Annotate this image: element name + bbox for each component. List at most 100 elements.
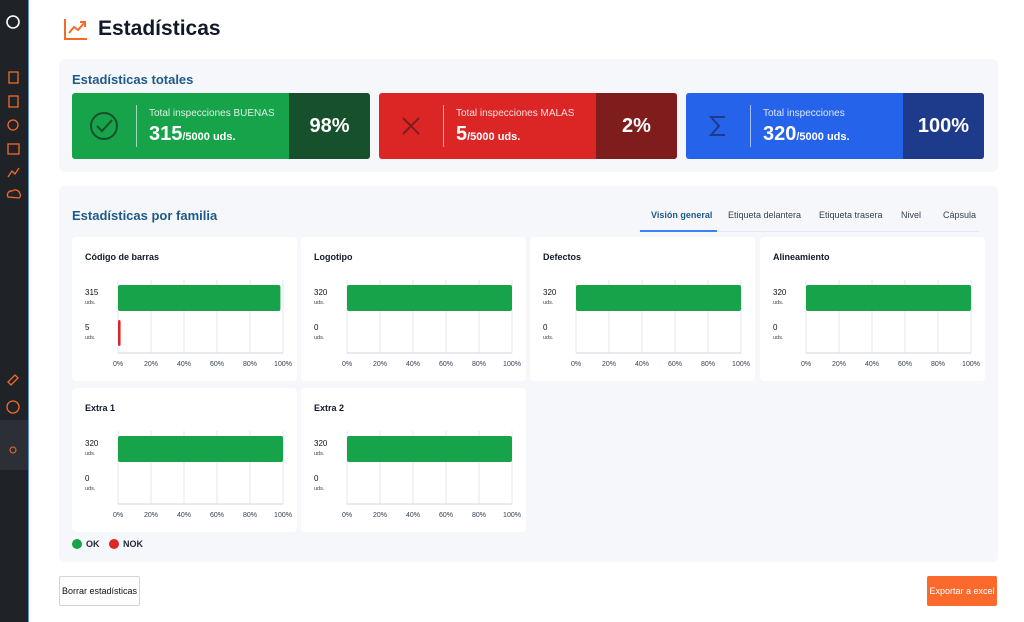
unit-label: uds. [314, 335, 325, 341]
x-tick-label: 0% [801, 361, 811, 368]
tab[interactable]: Etiqueta trasera [819, 210, 883, 220]
x-tick-label: 60% [668, 361, 682, 368]
value-label: 315 [85, 288, 99, 297]
tab[interactable]: Nivel [901, 210, 922, 220]
x-tick-label: 80% [243, 512, 257, 519]
card-label: Total inspecciones BUENAS [149, 108, 275, 119]
summary-card: Total inspecciones MALAS 5/5000 uds. 2% [379, 93, 677, 159]
card-label: Total inspecciones MALAS [456, 108, 575, 119]
family-card: Extra 1 0% 20% 40% 60% 80% 100% 320 uds. 0 uds. [72, 388, 297, 532]
family-chart: Logotipo 0% 20% 40% 60% 80% 100% 320 uds. 0 uds. [314, 252, 521, 368]
clear-button[interactable]: Borrar estadísticas [59, 576, 140, 606]
card-separator [443, 105, 444, 147]
family-card: Extra 2 0% 20% 40% 60% 80% 100% 320 uds. 0 uds. [301, 388, 526, 532]
legend-label: OK [86, 539, 100, 549]
header-icon [64, 19, 87, 40]
x-tick-label: 0% [113, 361, 123, 368]
bar [806, 285, 971, 311]
card-number: 315 [149, 123, 183, 145]
card-suffix: /5000 uds. [467, 131, 521, 143]
x-tick-label: 80% [243, 361, 257, 368]
value-label: 320 [314, 439, 328, 448]
value-label: 0 [314, 323, 319, 332]
x-tick-label: 40% [177, 512, 191, 519]
value-label: 0 [314, 474, 319, 483]
card-separator [136, 105, 137, 147]
x-tick-label: 80% [701, 361, 715, 368]
card-icon [708, 116, 725, 136]
card-value: 5/5000 uds. [456, 123, 520, 146]
x-tick-label: 40% [865, 361, 879, 368]
x-tick-label: 80% [931, 361, 945, 368]
family-chart: Código de barras 0% 20% 40% 60% 80% 100% 315 uds… [85, 252, 292, 368]
sidebar [0, 0, 28, 622]
tab[interactable]: Visión general [651, 210, 713, 220]
value-label: 320 [314, 288, 328, 297]
x-tick-label: 0% [342, 512, 352, 519]
card-percent: 100% [903, 93, 984, 159]
x-tick-label: 0% [113, 512, 123, 519]
x-tick-label: 0% [571, 361, 581, 368]
value-label: 0 [543, 323, 548, 332]
x-tick-label: 60% [210, 361, 224, 368]
tab[interactable]: Cápsula [943, 210, 977, 220]
family-card: Código de barras 0% 20% 40% 60% 80% 100% 315 uds… [72, 237, 297, 381]
x-tick-label: 100% [503, 512, 521, 519]
summary-card: Total inspecciones BUENAS 315/5000 uds. 98… [72, 93, 370, 159]
value-label: 320 [543, 288, 557, 297]
bar [347, 436, 512, 462]
x-tick-label: 100% [732, 361, 750, 368]
card-suffix: /5000 uds. [796, 131, 850, 143]
unit-label: uds. [85, 486, 96, 492]
unit-label: uds. [773, 335, 784, 341]
tabs-line [639, 231, 979, 232]
totals-panel: Estadísticas totales Total inspecciones … [59, 59, 998, 172]
unit-label: uds. [85, 451, 96, 457]
family-chart: Extra 2 0% 20% 40% 60% 80% 100% 320 uds. 0 uds. [314, 403, 521, 519]
divider [28, 0, 29, 622]
family-chart: Alineamiento 0% 20% 40% 60% 80% 100% 320 uds. 0 ud… [773, 252, 980, 368]
card-suffix: /5000 uds. [182, 131, 236, 143]
section-title: Estadísticas totales [72, 72, 194, 87]
family-title: Código de barras [85, 252, 159, 262]
unit-label: uds. [543, 335, 554, 341]
x-tick-label: 80% [472, 361, 486, 368]
unit-label: uds. [85, 300, 96, 306]
legend-swatch [72, 539, 82, 549]
legend-swatch [109, 539, 119, 549]
x-tick-label: 60% [210, 512, 224, 519]
card-value: 320/5000 uds. [763, 123, 850, 146]
card-separator [750, 105, 751, 147]
card-number: 5 [456, 123, 468, 145]
legend-label: NOK [123, 539, 143, 549]
card-percent: 98% [289, 93, 370, 159]
family-title: Extra 1 [85, 403, 115, 413]
value-label: 320 [773, 288, 787, 297]
family-title: Alineamiento [773, 252, 830, 262]
x-tick-label: 20% [373, 361, 387, 368]
export-button[interactable]: Exportar a excel [927, 576, 997, 606]
unit-label: uds. [543, 300, 554, 306]
family-card: Logotipo 0% 20% 40% 60% 80% 100% 320 uds. 0 uds. [301, 237, 526, 381]
family-title: Defectos [543, 252, 581, 262]
x-tick-label: 20% [602, 361, 616, 368]
family-chart: Defectos 0% 20% 40% 60% 80% 100% 320 uds. 0 uds. [543, 252, 750, 368]
x-tick-label: 60% [439, 512, 453, 519]
bar [118, 436, 283, 462]
tab[interactable]: Etiqueta delantera [728, 210, 802, 220]
x-tick-label: 40% [406, 512, 420, 519]
page-title: Estadísticas [98, 17, 221, 40]
value-label: 0 [85, 474, 90, 483]
family-card: Defectos 0% 20% 40% 60% 80% 100% 320 uds. 0 uds. [530, 237, 755, 381]
tab-underline [640, 230, 717, 232]
card-icon [402, 117, 420, 135]
sidebar-icons [0, 15, 28, 470]
x-tick-label: 40% [406, 361, 420, 368]
x-tick-label: 20% [373, 512, 387, 519]
value-label: 5 [85, 323, 90, 332]
x-tick-label: 20% [144, 512, 158, 519]
x-tick-label: 20% [144, 361, 158, 368]
unit-label: uds. [314, 486, 325, 492]
x-tick-label: 80% [472, 512, 486, 519]
